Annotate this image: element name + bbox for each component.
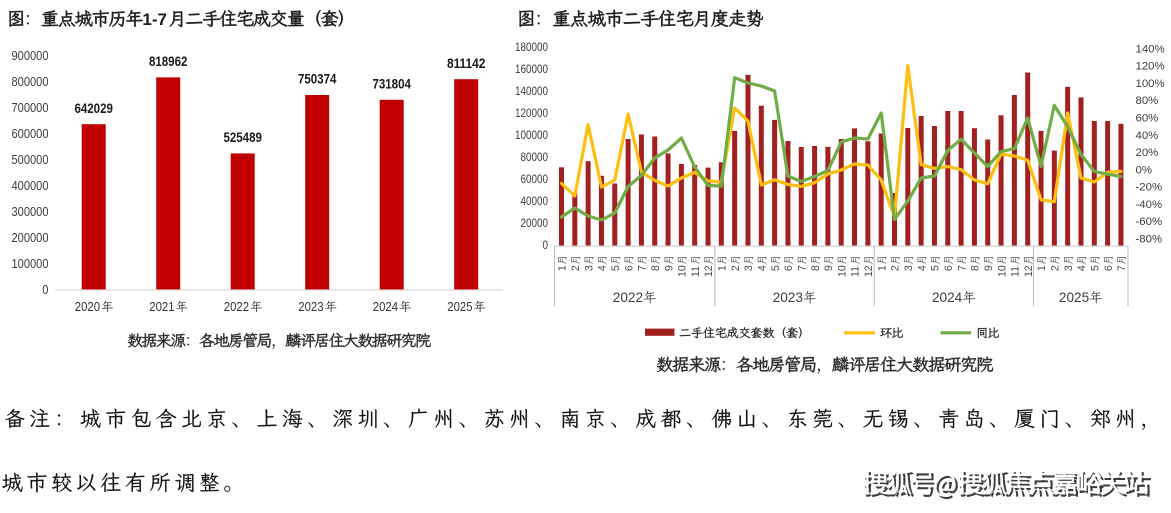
svg-text:12: 12 bbox=[863, 265, 875, 277]
svg-text:9: 9 bbox=[663, 265, 675, 271]
svg-text:500000: 500000 bbox=[12, 152, 49, 167]
svg-text:10: 10 bbox=[836, 265, 848, 277]
svg-text:3: 3 bbox=[903, 265, 915, 271]
svg-text:900000: 900000 bbox=[12, 48, 49, 63]
svg-text:525489: 525489 bbox=[223, 130, 262, 145]
svg-text:0%: 0% bbox=[1136, 164, 1152, 176]
svg-text:10: 10 bbox=[677, 265, 689, 277]
svg-text:2024: 2024 bbox=[373, 299, 398, 314]
svg-text:2: 2 bbox=[570, 265, 582, 271]
svg-text:7: 7 bbox=[1116, 265, 1128, 271]
svg-text:7: 7 bbox=[797, 265, 809, 271]
svg-text:2020: 2020 bbox=[75, 299, 100, 314]
svg-text:8: 8 bbox=[970, 265, 982, 271]
svg-text:2: 2 bbox=[890, 265, 902, 271]
svg-text:40%: 40% bbox=[1136, 130, 1159, 142]
svg-text:3: 3 bbox=[1063, 265, 1075, 271]
svg-text:120%: 120% bbox=[1136, 61, 1165, 73]
svg-text:7: 7 bbox=[956, 265, 968, 271]
svg-text:180000: 180000 bbox=[515, 41, 548, 54]
svg-text:400000: 400000 bbox=[12, 178, 49, 193]
svg-text:2025: 2025 bbox=[1059, 290, 1089, 305]
svg-text:4: 4 bbox=[757, 265, 769, 271]
svg-text:731804: 731804 bbox=[372, 77, 411, 92]
svg-text:800000: 800000 bbox=[12, 74, 49, 89]
svg-text:120000: 120000 bbox=[515, 107, 548, 120]
svg-text:750374: 750374 bbox=[298, 72, 337, 87]
svg-text:818962: 818962 bbox=[149, 54, 188, 69]
svg-text:0: 0 bbox=[543, 239, 549, 252]
svg-text:600000: 600000 bbox=[12, 126, 49, 141]
svg-text:100000: 100000 bbox=[12, 256, 49, 271]
svg-text:1-7: 1-7 bbox=[142, 10, 167, 29]
svg-text:100%: 100% bbox=[1136, 78, 1165, 90]
svg-text:2022: 2022 bbox=[613, 290, 643, 305]
svg-text:140000: 140000 bbox=[515, 85, 548, 98]
svg-text:1: 1 bbox=[557, 265, 569, 271]
svg-text:80%: 80% bbox=[1136, 95, 1159, 107]
svg-text:0: 0 bbox=[42, 282, 48, 297]
svg-text:-80%: -80% bbox=[1136, 233, 1163, 245]
svg-text:4: 4 bbox=[916, 265, 928, 271]
svg-text:5: 5 bbox=[610, 265, 622, 271]
svg-text:2023: 2023 bbox=[773, 290, 803, 305]
svg-text:8: 8 bbox=[650, 265, 662, 271]
svg-text:6: 6 bbox=[1103, 265, 1115, 271]
svg-text:12: 12 bbox=[703, 265, 715, 277]
svg-text:10: 10 bbox=[996, 265, 1008, 277]
svg-text:11: 11 bbox=[850, 266, 862, 277]
svg-text:5: 5 bbox=[770, 265, 782, 271]
svg-text:1: 1 bbox=[876, 265, 888, 271]
svg-text:1: 1 bbox=[1036, 265, 1048, 271]
svg-text:6: 6 bbox=[623, 265, 635, 271]
svg-text:5: 5 bbox=[1090, 265, 1102, 271]
svg-text:9: 9 bbox=[823, 265, 835, 271]
svg-text:2024: 2024 bbox=[932, 290, 963, 305]
svg-text:4: 4 bbox=[1076, 265, 1088, 271]
svg-text:300000: 300000 bbox=[12, 204, 49, 219]
svg-text:7: 7 bbox=[637, 265, 649, 271]
svg-text:40000: 40000 bbox=[521, 195, 549, 208]
svg-text:160000: 160000 bbox=[515, 63, 548, 76]
svg-text:6: 6 bbox=[943, 265, 955, 271]
svg-text:-20%: -20% bbox=[1136, 182, 1163, 194]
svg-text:80000: 80000 bbox=[521, 151, 549, 164]
svg-text:-60%: -60% bbox=[1136, 216, 1163, 228]
svg-text:11: 11 bbox=[1010, 266, 1022, 277]
svg-text:2021: 2021 bbox=[149, 299, 174, 314]
svg-text:20%: 20% bbox=[1136, 147, 1159, 159]
svg-text:811142: 811142 bbox=[447, 56, 486, 71]
svg-text:2: 2 bbox=[730, 265, 742, 271]
svg-text:2025: 2025 bbox=[447, 299, 472, 314]
svg-text:700000: 700000 bbox=[12, 100, 49, 115]
svg-text:200000: 200000 bbox=[12, 230, 49, 245]
svg-text:-40%: -40% bbox=[1136, 199, 1163, 211]
svg-text:3: 3 bbox=[583, 265, 595, 271]
svg-text:1: 1 bbox=[717, 265, 729, 271]
svg-text:8: 8 bbox=[810, 265, 822, 271]
svg-text:12: 12 bbox=[1023, 265, 1035, 277]
svg-text:4: 4 bbox=[597, 265, 609, 271]
svg-text:2022: 2022 bbox=[224, 299, 249, 314]
svg-text:140%: 140% bbox=[1136, 43, 1165, 55]
svg-text:9: 9 bbox=[983, 265, 995, 271]
svg-text:642029: 642029 bbox=[74, 101, 113, 116]
svg-text:6: 6 bbox=[783, 265, 795, 271]
svg-text:60000: 60000 bbox=[521, 173, 549, 186]
svg-text:60%: 60% bbox=[1136, 113, 1159, 125]
svg-text:2: 2 bbox=[1050, 265, 1062, 271]
svg-text:100000: 100000 bbox=[515, 129, 548, 142]
svg-text:11: 11 bbox=[690, 266, 702, 277]
svg-text:20000: 20000 bbox=[521, 217, 549, 230]
svg-text:5: 5 bbox=[930, 265, 942, 271]
svg-text:3: 3 bbox=[743, 265, 755, 271]
svg-text:2023: 2023 bbox=[298, 299, 323, 314]
